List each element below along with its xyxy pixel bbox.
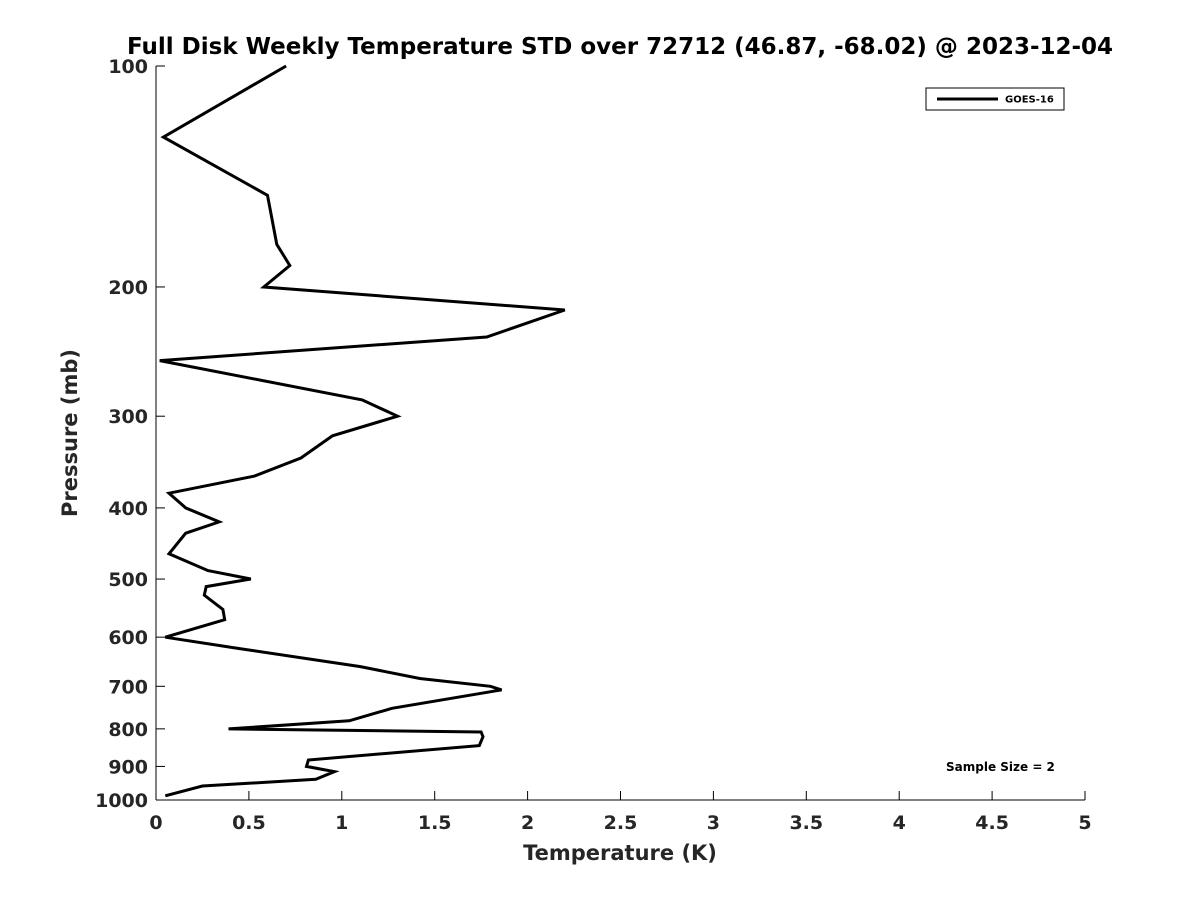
x-tick-label: 4: [893, 812, 906, 834]
x-tick-label: 5: [1078, 812, 1091, 834]
y-axis-ticks: 100 200 300 400 500 600 700 800 900 1000: [95, 56, 165, 812]
x-tick-label: 2.5: [604, 812, 638, 834]
chart-title: Full Disk Weekly Temperature STD over 72…: [127, 34, 1113, 60]
y-tick-label: 500: [108, 569, 148, 591]
y-tick-label: 800: [108, 719, 148, 741]
y-tick-label: 100: [108, 56, 148, 78]
x-axis-ticks: 0 0.5 1 1.5 2 2.5 3 3.5 4 4.5 5: [149, 791, 1091, 834]
y-tick-label: 900: [108, 756, 148, 778]
x-tick-label: 0.5: [232, 812, 266, 834]
legend-label: GOES-16: [1005, 95, 1054, 106]
y-tick-label: 200: [108, 277, 148, 299]
y-tick-label: 1000: [95, 790, 148, 812]
x-tick-label: 2: [521, 812, 534, 834]
x-tick-label: 1: [335, 812, 348, 834]
legend: GOES-16: [926, 88, 1064, 110]
y-tick-label: 600: [108, 627, 148, 649]
series-layer: [160, 66, 565, 796]
x-tick-label: 3.5: [789, 812, 823, 834]
y-tick-label: 300: [108, 406, 148, 428]
x-tick-label: 1.5: [418, 812, 452, 834]
x-tick-label: 3: [707, 812, 720, 834]
x-axis-label: Temperature (K): [523, 841, 717, 865]
series-line-goes-16: [160, 66, 565, 796]
x-tick-label: 0: [149, 812, 162, 834]
sample-size-annotation: Sample Size = 2: [946, 760, 1055, 774]
y-tick-label: 400: [108, 498, 148, 520]
plot-area: [156, 66, 1085, 800]
x-tick-label: 4.5: [975, 812, 1009, 834]
y-tick-label: 700: [108, 676, 148, 698]
y-axis-label: Pressure (mb): [58, 349, 82, 517]
